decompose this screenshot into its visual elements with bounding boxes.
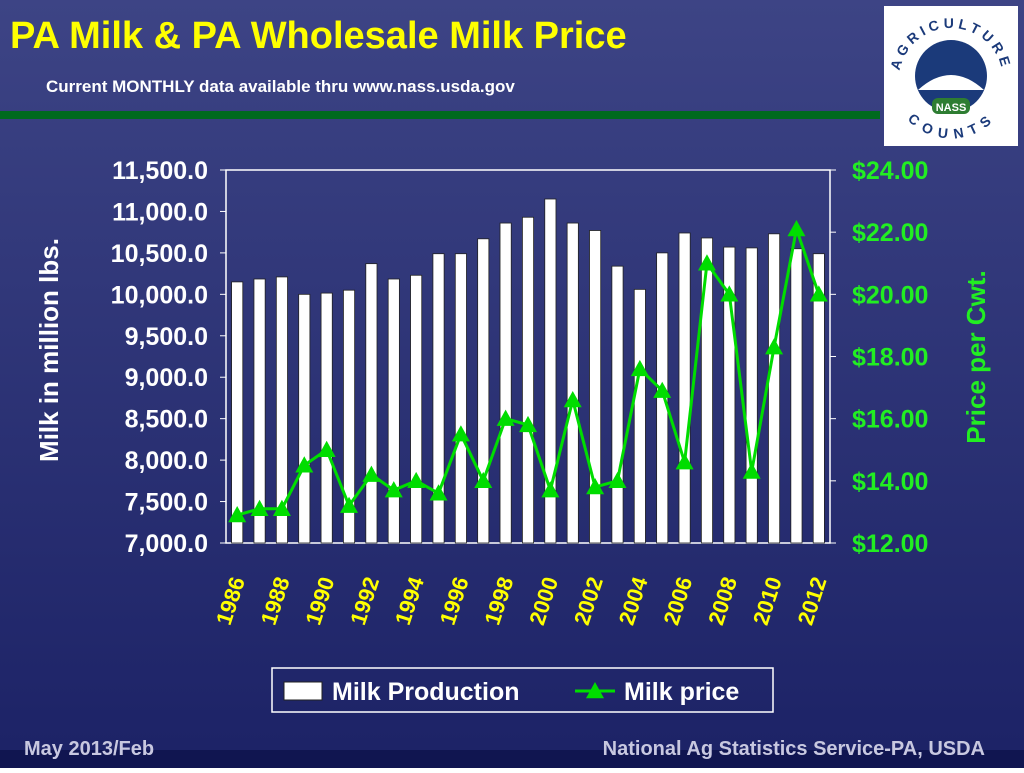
bar bbox=[522, 216, 534, 544]
price-marker bbox=[250, 499, 269, 517]
y2-tick-label: $18.00 bbox=[852, 344, 928, 372]
price-marker bbox=[541, 481, 560, 498]
bar bbox=[499, 222, 512, 544]
price-marker bbox=[451, 425, 470, 442]
y2-tick-label: $20.00 bbox=[852, 281, 928, 309]
price-marker bbox=[407, 471, 426, 489]
legend-marker bbox=[586, 682, 604, 699]
price-marker bbox=[608, 471, 627, 489]
y2-tick-label: $22.00 bbox=[852, 219, 928, 247]
y2-tick-label: $14.00 bbox=[852, 468, 928, 496]
price-marker bbox=[295, 456, 314, 473]
price-marker bbox=[317, 440, 336, 457]
price-marker bbox=[765, 338, 784, 355]
price-marker bbox=[429, 484, 448, 501]
bar bbox=[656, 252, 669, 544]
bar bbox=[275, 276, 288, 544]
bar bbox=[544, 198, 557, 544]
y-tick-label: 7,000.0 bbox=[125, 530, 208, 558]
price-marker bbox=[630, 359, 649, 377]
bar bbox=[723, 246, 736, 544]
price-marker bbox=[519, 415, 537, 433]
bar bbox=[454, 253, 467, 544]
legend: Milk Production Milk price bbox=[271, 667, 774, 713]
price-marker bbox=[496, 409, 515, 426]
price-marker bbox=[340, 496, 359, 513]
bar bbox=[298, 293, 311, 544]
y-tick-label: 7,500.0 bbox=[125, 489, 208, 517]
price-marker bbox=[272, 499, 291, 517]
price-marker bbox=[563, 391, 582, 408]
y-axis-label: Milk in million lbs. bbox=[34, 238, 64, 462]
bar bbox=[253, 278, 266, 544]
y2-tick-label: $12.00 bbox=[852, 530, 928, 558]
price-marker bbox=[362, 465, 381, 482]
legend-box bbox=[271, 667, 774, 713]
slide-title: PA Milk & PA Wholesale Milk Price bbox=[10, 15, 627, 57]
price-marker bbox=[787, 220, 806, 237]
y-tick-label: 9,000.0 bbox=[125, 364, 208, 392]
bar bbox=[365, 263, 378, 544]
logo-barn bbox=[918, 75, 984, 90]
bar bbox=[812, 253, 825, 544]
bar bbox=[343, 289, 356, 544]
bar bbox=[589, 230, 602, 544]
bar bbox=[790, 248, 803, 544]
legend-label: Milk Production bbox=[332, 678, 520, 706]
logo: NASS AGRICULTURE COUNTS bbox=[884, 6, 1018, 146]
price-marker bbox=[742, 462, 761, 479]
y-tick-label: 8,500.0 bbox=[125, 406, 208, 434]
bar bbox=[387, 278, 400, 544]
footer-band bbox=[0, 750, 1024, 768]
y2-tick-label: $24.00 bbox=[852, 157, 928, 185]
y-tick-label: 11,500.0 bbox=[112, 157, 208, 185]
bar bbox=[320, 292, 333, 544]
price-marker bbox=[653, 381, 672, 398]
price-marker bbox=[384, 481, 403, 498]
bar bbox=[745, 247, 758, 544]
bar bbox=[768, 233, 781, 544]
y-tick-label: 9,500.0 bbox=[125, 323, 208, 351]
price-marker bbox=[474, 471, 493, 489]
footer-right: National Ag Statistics Service-PA, USDA bbox=[603, 738, 985, 760]
price-marker bbox=[675, 453, 694, 470]
y-tick-label: 11,000.0 bbox=[112, 198, 208, 226]
bar bbox=[566, 222, 579, 544]
price-marker bbox=[228, 506, 247, 523]
price-marker bbox=[720, 285, 739, 302]
bar bbox=[410, 274, 423, 544]
y-tick-label: 10,000.0 bbox=[111, 281, 208, 309]
y2-tick-label: $16.00 bbox=[852, 406, 928, 434]
bar bbox=[477, 238, 490, 544]
subtitle: Current MONTHLY data available thru www.… bbox=[46, 77, 515, 96]
bar bbox=[700, 237, 713, 544]
bar bbox=[432, 253, 445, 544]
y-tick-label: 10,500.0 bbox=[111, 240, 208, 268]
y-tick-label: 8,000.0 bbox=[125, 447, 208, 475]
bar bbox=[231, 281, 244, 544]
bar bbox=[611, 265, 624, 544]
bar bbox=[678, 232, 691, 544]
price-marker bbox=[809, 285, 828, 302]
legend-swatch bbox=[283, 681, 323, 701]
logo-badge bbox=[932, 98, 970, 114]
bar bbox=[633, 288, 646, 544]
footer-left: May 2013/Feb bbox=[24, 738, 154, 760]
y2-axis-label: Price per Cwt. bbox=[961, 270, 991, 443]
logo-badge-text: NASS bbox=[936, 102, 967, 114]
price-marker bbox=[586, 478, 605, 495]
legend-label: Milk price bbox=[624, 678, 739, 706]
header-rule bbox=[0, 111, 880, 119]
price-marker bbox=[697, 254, 716, 271]
